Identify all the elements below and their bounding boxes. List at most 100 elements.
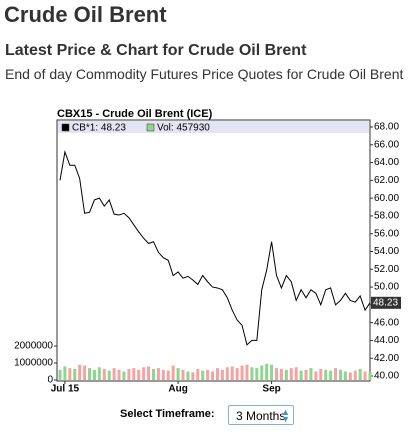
volume-bar	[102, 368, 106, 380]
timeframe-label: Select Timeframe:	[120, 408, 215, 420]
volume-bar	[299, 370, 303, 380]
volume-bar	[240, 365, 244, 380]
volume-bar	[363, 371, 367, 380]
volume-bar	[171, 365, 175, 380]
volume-bar	[137, 369, 141, 380]
x-tick-label: Sep	[262, 384, 280, 395]
volume-bar	[97, 367, 101, 380]
last-price-label: 48.23	[373, 297, 398, 308]
volume-bar	[107, 370, 111, 380]
volume-bar	[68, 368, 72, 380]
plot-frame	[56, 119, 371, 382]
volume-bar	[122, 371, 126, 380]
volume-bar	[275, 368, 279, 380]
volume-bar	[358, 368, 362, 380]
volume-bar	[92, 369, 96, 380]
volume-bar	[156, 368, 160, 380]
y-tick-label: 64.00	[374, 157, 399, 168]
y-tick-label: 56.00	[374, 228, 399, 239]
y-tick-label: 60.00	[374, 193, 399, 204]
volume-bar	[147, 366, 151, 380]
volume-bar	[220, 369, 224, 380]
legend-bar	[58, 121, 369, 133]
volume-bar	[215, 368, 219, 380]
volume-bar	[329, 370, 333, 380]
last-price-box	[371, 296, 401, 309]
price-line	[59, 149, 371, 346]
volume-bar	[343, 371, 347, 380]
volume-bar	[230, 366, 234, 380]
volume-bar	[181, 369, 185, 380]
volume-bar	[127, 368, 131, 380]
chart-title: CBX15 - Crude Oil Brent (ICE)	[57, 108, 213, 120]
timeframe-value: 3 Months	[236, 409, 286, 423]
volume-bar	[142, 367, 146, 380]
select-arrows: ▲ ▼	[281, 407, 290, 424]
timeframe-select[interactable]: 3 Months ▲ ▼	[228, 405, 294, 425]
volume-bar	[314, 371, 318, 380]
volume-bar	[353, 370, 357, 380]
volume-bar	[206, 369, 210, 380]
chart: CBX15 - Crude Oil Brent (ICE) 40.00 42.00…	[14, 108, 401, 395]
volume-bar	[304, 369, 308, 380]
volume-bar	[186, 371, 190, 380]
volume-bar	[255, 368, 259, 380]
volume-bar	[294, 367, 298, 380]
volume-bar	[309, 368, 313, 380]
page-title: Crude Oil Brent	[4, 2, 167, 27]
volume-bar	[324, 369, 328, 380]
volume-bar	[112, 368, 116, 380]
volume-bar	[225, 367, 229, 380]
volume-bar	[368, 372, 372, 380]
y-tick-label: 52.00	[374, 264, 399, 275]
legend-swatch	[146, 123, 155, 132]
volume-bar	[63, 366, 67, 380]
volume-bar	[289, 368, 293, 380]
volume-bar	[83, 365, 87, 380]
volume-bar	[284, 369, 288, 380]
volume-bar	[319, 368, 323, 380]
volume-bar	[88, 368, 92, 380]
volume-bar	[270, 364, 274, 380]
volume-bar	[250, 367, 254, 380]
y-tick-label: 46.00	[374, 317, 399, 328]
y-tick-label: 62.00	[374, 175, 399, 186]
volume-bar	[117, 369, 121, 380]
y-tick-label: 66.00	[374, 139, 399, 150]
x-tick-label: Jul 15	[51, 384, 80, 395]
y-tick-label: 54.00	[374, 246, 399, 257]
volume-bar	[78, 364, 82, 380]
legend-swatch	[61, 123, 70, 132]
volume-bar	[245, 364, 249, 380]
volume-bar	[191, 372, 195, 380]
volume-bar	[260, 365, 264, 380]
volume-bar	[161, 369, 165, 380]
y-tick-label: 50.00	[374, 282, 399, 293]
volume-bar	[166, 370, 170, 380]
y-tick-label: 42.00	[374, 353, 399, 364]
volume-bar	[265, 363, 269, 380]
volume-bar	[338, 369, 342, 380]
volume-bar	[176, 368, 180, 380]
y-tick-label: 58.00	[374, 211, 399, 222]
y-tick-label: 44.00	[374, 335, 399, 346]
x-tick-label: Aug	[168, 384, 187, 395]
volume-bar	[201, 370, 205, 380]
volume-bar	[279, 368, 283, 380]
y-tick-label: 40.00	[374, 371, 399, 382]
page-description: End of day Commodity Futures Price Quote…	[5, 66, 404, 82]
volume-bar	[211, 371, 215, 380]
volume-bar	[58, 369, 62, 380]
volume-bar	[235, 368, 239, 380]
volume-bar	[151, 368, 155, 380]
volume-bar	[73, 368, 77, 380]
page-subtitle: Latest Price & Chart for Crude Oil Brent	[5, 42, 307, 59]
legend-label: Vol: 457930	[157, 123, 210, 134]
volume-bar	[334, 368, 338, 380]
volume-bar	[196, 368, 200, 380]
volume-bar	[132, 368, 136, 380]
y-tick-label: 68.00	[374, 122, 399, 133]
legend-label: CB*1: 48.23	[72, 123, 126, 134]
y2-tick-label: 2000000	[14, 341, 53, 352]
